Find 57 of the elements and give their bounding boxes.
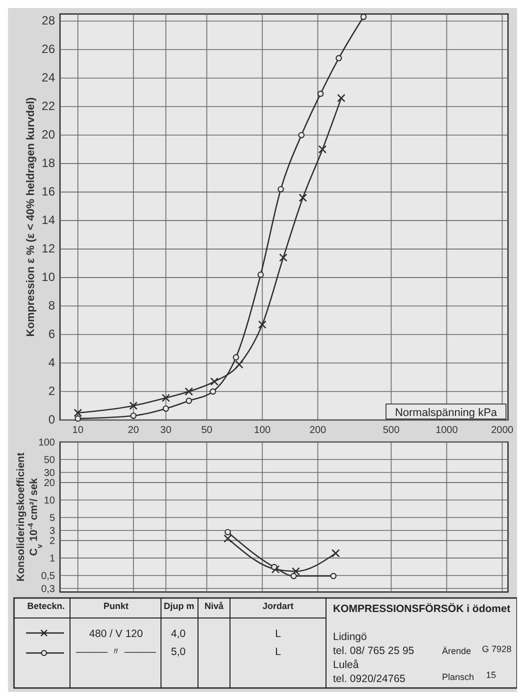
text: Nivå bbox=[204, 601, 224, 611]
x-tick-label: 20 bbox=[128, 425, 140, 436]
x-tick-label: 30 bbox=[160, 425, 172, 436]
y-tick-label: 14 bbox=[42, 213, 56, 228]
text: Plansch bbox=[442, 672, 474, 682]
text: ——— 〃 ——— bbox=[76, 646, 156, 658]
y-tick-label: 100 bbox=[38, 438, 56, 448]
y-tick-label: 20 bbox=[44, 478, 56, 490]
y-tick-label: 50 bbox=[44, 454, 56, 466]
text: KOMPRESSIONSFÖRSÖK i ödomet bbox=[333, 603, 511, 615]
x-tick-label: 500 bbox=[382, 425, 400, 436]
text: Punkt bbox=[103, 601, 129, 611]
text: L bbox=[275, 628, 282, 640]
y-tick-label: 22 bbox=[42, 99, 56, 114]
text: 4,0 bbox=[171, 628, 186, 640]
y-tick-label: 0,5 bbox=[41, 571, 56, 582]
y-tick-label: 3 bbox=[49, 526, 56, 537]
text: Lidingö bbox=[333, 631, 368, 643]
y-tick-label: 28 bbox=[42, 14, 56, 28]
x-tick-label: 200 bbox=[309, 425, 327, 436]
x-tick-label: 2000 bbox=[491, 425, 514, 436]
y-tick-label: 2 bbox=[49, 536, 56, 548]
text: G 7928 bbox=[482, 644, 512, 654]
text: tel. 08/ 765 25 95 bbox=[333, 645, 414, 657]
text: 15 bbox=[486, 670, 496, 680]
y-tick-label: 5 bbox=[49, 512, 56, 524]
y-tick-label: 12 bbox=[42, 242, 56, 256]
x-axis-title: Normalspänning kPa bbox=[394, 407, 498, 419]
text: Djup m bbox=[164, 601, 194, 611]
y-tick-label: 10 bbox=[42, 270, 56, 284]
y-tick-label: 1 bbox=[49, 554, 56, 565]
y-tick-label: 24 bbox=[42, 70, 56, 85]
text: 480 / V 120 bbox=[89, 628, 144, 640]
y-tick-label: 2 bbox=[48, 384, 56, 398]
text: Luleå bbox=[333, 659, 359, 671]
x-tick-label: 1000 bbox=[436, 425, 458, 436]
y-tick-label: 6 bbox=[48, 327, 56, 342]
text: tel. 0920/24765 bbox=[333, 673, 406, 685]
y-tick-label: 18 bbox=[42, 156, 56, 170]
text: Ärende bbox=[442, 646, 472, 656]
x-tick-label: 10 bbox=[72, 425, 84, 436]
y-tick-label: 20 bbox=[42, 128, 56, 142]
y-tick-label: 4 bbox=[48, 356, 56, 370]
x-tick-label: 100 bbox=[254, 425, 272, 436]
x-tick-label: 50 bbox=[201, 425, 213, 436]
text: L bbox=[275, 646, 282, 658]
text: Beteckn. bbox=[27, 601, 65, 611]
text: Jordart bbox=[262, 601, 294, 611]
y-tick-label: 26 bbox=[42, 42, 56, 56]
y-tick-label: 16 bbox=[42, 184, 56, 199]
text: 5,0 bbox=[171, 646, 186, 658]
y-tick-label: 0 bbox=[48, 412, 56, 426]
y-tick-label: 0,3 bbox=[41, 584, 56, 595]
y-tick-label: 30 bbox=[44, 468, 56, 479]
y-tick-label: 10 bbox=[44, 496, 56, 507]
y-tick-label: 8 bbox=[48, 298, 56, 313]
y-axis-title: Kompression ε % (ε < 40% heldragen kurvdel) bbox=[25, 96, 37, 337]
